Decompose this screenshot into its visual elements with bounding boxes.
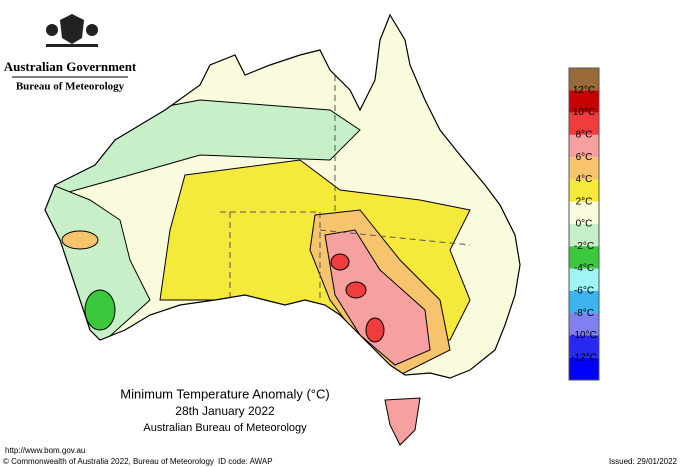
legend-swatch [569, 290, 599, 314]
legend-swatch [569, 268, 599, 291]
legend-label: 8°C [576, 129, 593, 140]
bureau-name: Bureau of Meteorology [16, 81, 125, 93]
legend-swatch [569, 179, 599, 202]
legend-swatch [569, 313, 599, 336]
legend-label: 0°C [576, 219, 593, 230]
legend-swatch [569, 224, 599, 247]
map-date: 28th January 2022 [175, 404, 275, 418]
tasmania [384, 397, 421, 446]
legend-swatch [569, 157, 599, 180]
legend-label: -4°C [574, 263, 594, 274]
legend-label: -8°C [574, 308, 594, 319]
footer-copyright: © Commonwealth of Australia 2022, Bureau… [3, 457, 214, 466]
legend-swatch [569, 246, 599, 269]
legend-swatch [569, 134, 599, 158]
legend-swatch [569, 357, 599, 380]
legend-label: -12°C [571, 352, 597, 363]
legend-label: 6°C [576, 152, 593, 163]
legend-label: -10°C [571, 330, 597, 341]
legend-frame [568, 67, 600, 381]
legend-swatch [569, 68, 599, 91]
footer-url: http://www.bom.gov.au [5, 446, 85, 455]
legend-label: 10°C [573, 107, 595, 118]
legend-label: 4°C [576, 174, 593, 185]
legend-swatch [569, 90, 599, 113]
legend-label: 2°C [576, 196, 593, 207]
government-name: Australian Government [4, 59, 137, 74]
footer-id: ID code: AWAP [218, 457, 273, 466]
legend-swatch [569, 201, 599, 224]
legend-label: -6°C [574, 285, 594, 296]
footer-issued: Issued: 29/01/2022 [609, 457, 678, 466]
legend-label: -2°C [574, 241, 594, 252]
legend-swatch [569, 112, 599, 135]
coat-of-arms [46, 14, 98, 47]
legend-swatch [569, 335, 599, 358]
legend: 12°C 10°C 8°C 6°C 4°C 2°C 0°C -2°C -4°C -6°C -8°C -… [568, 67, 600, 381]
legend-label: 12°C [573, 85, 595, 96]
map-title: Minimum Temperature Anomaly (°C) [120, 386, 329, 401]
map-source: Australian Bureau of Meteorology [143, 422, 307, 434]
